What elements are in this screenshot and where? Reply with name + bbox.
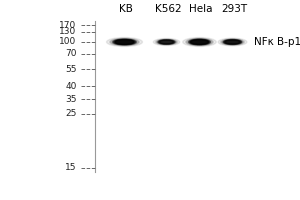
Text: K562: K562	[155, 4, 181, 14]
Ellipse shape	[110, 38, 139, 46]
Text: Hela: Hela	[189, 4, 213, 14]
Ellipse shape	[225, 40, 240, 44]
Ellipse shape	[188, 39, 211, 45]
Text: KB: KB	[119, 4, 133, 14]
Text: 15: 15	[65, 164, 76, 172]
Text: 25: 25	[65, 110, 76, 118]
Text: 170: 170	[59, 21, 76, 29]
Ellipse shape	[186, 38, 213, 46]
Ellipse shape	[156, 39, 177, 45]
Text: 55: 55	[65, 64, 76, 73]
Text: 130: 130	[59, 27, 76, 36]
Text: 70: 70	[65, 49, 76, 58]
Ellipse shape	[190, 40, 208, 44]
Ellipse shape	[113, 39, 136, 45]
Ellipse shape	[153, 38, 180, 46]
Text: NFκ B-p100: NFκ B-p100	[254, 37, 300, 47]
Ellipse shape	[221, 39, 244, 45]
Ellipse shape	[189, 39, 210, 45]
Text: 100: 100	[59, 38, 76, 46]
Ellipse shape	[223, 39, 242, 45]
Ellipse shape	[224, 40, 242, 44]
Ellipse shape	[158, 40, 175, 44]
Ellipse shape	[183, 38, 216, 46]
Ellipse shape	[112, 39, 137, 45]
Text: 40: 40	[65, 82, 76, 90]
Ellipse shape	[115, 40, 134, 44]
Text: 35: 35	[65, 95, 76, 104]
Ellipse shape	[218, 38, 247, 46]
Ellipse shape	[158, 40, 175, 44]
Text: 293T: 293T	[221, 4, 247, 14]
Ellipse shape	[106, 38, 142, 46]
Ellipse shape	[160, 40, 173, 44]
